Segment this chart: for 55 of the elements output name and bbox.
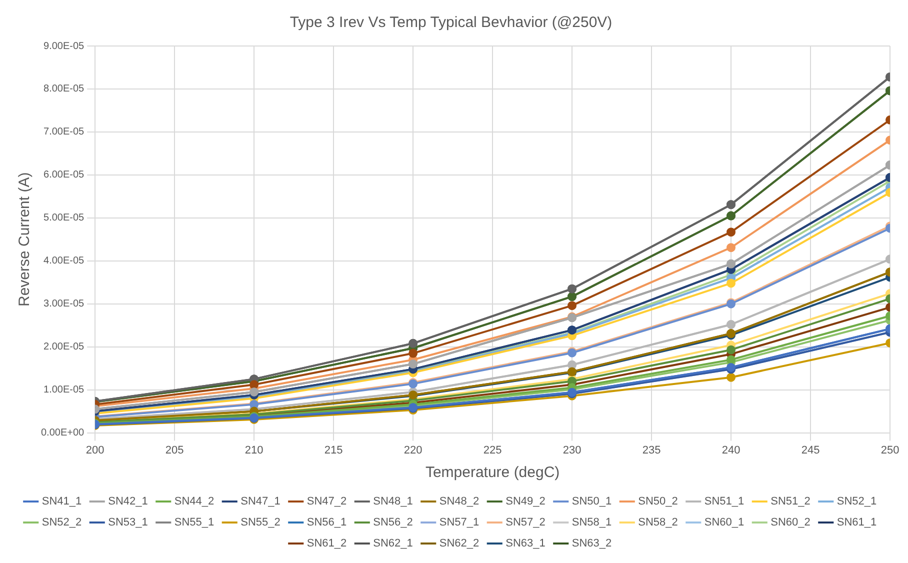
- legend-label: SN57_2: [506, 516, 546, 529]
- legend-label: SN50_1: [572, 496, 612, 508]
- legend-label: SN51_1: [704, 496, 744, 508]
- x-tick-label: 230: [562, 444, 582, 456]
- legend-label: SN61_2: [306, 538, 347, 550]
- legend-label: SN52_2: [42, 516, 82, 529]
- legend-label: SN55_1: [174, 516, 214, 529]
- legend-label: SN57_1: [439, 516, 480, 529]
- legend-label: SN55_2: [240, 516, 280, 529]
- y-tick-label: 6.00E-05: [44, 170, 85, 181]
- legend-label: SN47_2: [306, 496, 347, 508]
- legend-label: SN62_2: [439, 538, 480, 550]
- y-tick-label: 7.00E-05: [44, 126, 85, 138]
- legend-label: SN60_2: [770, 516, 810, 529]
- x-tick-label: 240: [722, 444, 740, 456]
- y-tick-label: 1.00E-05: [44, 384, 85, 396]
- legend-label: SN48_1: [373, 496, 413, 508]
- chart-title: Type 3 Irev Vs Temp Typical Bevhavior (@250V): [290, 14, 612, 32]
- x-tick-label: 250: [880, 444, 900, 456]
- legend-label: SN63_2: [572, 538, 612, 550]
- y-tick-label: 5.00E-05: [44, 212, 85, 224]
- legend-label: SN49_2: [506, 496, 546, 508]
- legend-label: SN63_1: [506, 538, 546, 550]
- x-tick-label: 215: [324, 444, 343, 456]
- legend-label: SN61_1: [836, 516, 877, 529]
- x-tick-label: 220: [404, 444, 422, 456]
- legend-label: SN53_1: [108, 516, 148, 529]
- y-tick-label: 4.00E-05: [44, 256, 85, 267]
- x-tick-label: 200: [86, 444, 104, 456]
- legend-label: SN62_1: [373, 538, 413, 550]
- legend-label: SN56_2: [373, 516, 413, 529]
- x-tick-label: 205: [165, 444, 184, 456]
- y-tick-label: 0.00E+00: [40, 428, 85, 439]
- y-tick-label: 2.00E-05: [44, 342, 85, 353]
- legend-label: SN44_2: [174, 496, 214, 508]
- legend-label: SN60_1: [704, 516, 744, 529]
- x-tick-label: 235: [642, 444, 661, 456]
- legend-label: SN47_1: [240, 496, 280, 508]
- x-tick-label: 210: [244, 444, 264, 456]
- legend-label: SN58_2: [638, 516, 678, 529]
- legend-label: SN42_1: [108, 496, 148, 508]
- x-tick-label: 245: [801, 444, 820, 456]
- x-axis-title: Temperature (degC): [425, 464, 560, 482]
- y-axis-title: Reverse Current (A): [16, 172, 34, 306]
- legend-label: SN50_2: [638, 496, 678, 508]
- legend-label: SN51_2: [770, 496, 810, 508]
- y-tick-label: 8.00E-05: [44, 84, 85, 95]
- y-tick-label: 3.00E-05: [44, 298, 85, 310]
- legend-label: SN41_1: [42, 496, 82, 508]
- x-tick-label: 225: [483, 444, 502, 456]
- legend-label: SN48_2: [439, 496, 480, 508]
- legend-label: SN58_1: [572, 516, 612, 529]
- legend-label: SN52_1: [836, 496, 877, 508]
- legend-label: SN56_1: [306, 516, 347, 529]
- y-tick-label: 9.00E-05: [44, 40, 85, 52]
